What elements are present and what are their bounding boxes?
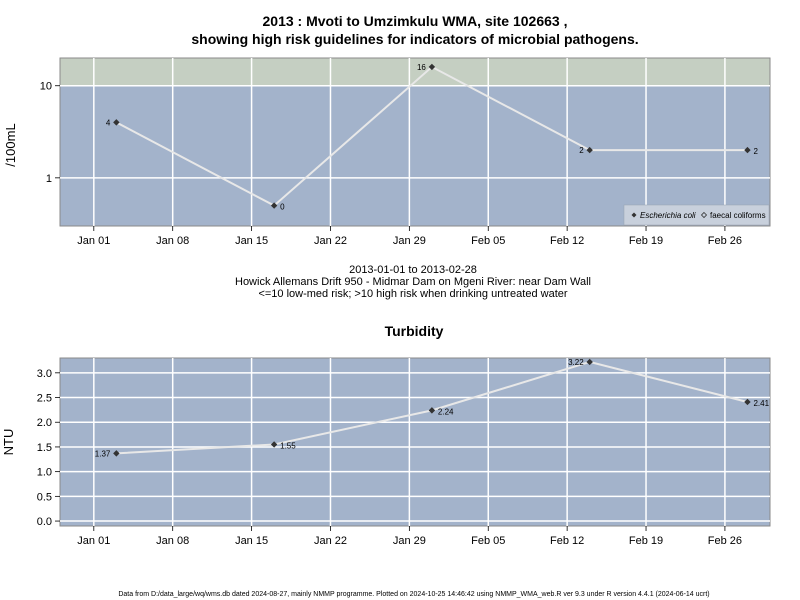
- x-tick-label: Feb 12: [550, 235, 584, 247]
- x-tick-label: Feb 12: [550, 535, 584, 547]
- data-label: 1.55: [280, 441, 296, 450]
- y-tick-label: 0.5: [37, 491, 52, 503]
- data-label: 2.41: [753, 399, 769, 408]
- x-tick-label: Jan 01: [77, 535, 110, 547]
- chart2-title: Turbidity: [385, 323, 444, 339]
- y-tick-label: 1.5: [37, 442, 52, 454]
- data-point: [586, 358, 593, 366]
- x-tick-label: Feb 05: [471, 235, 505, 247]
- data-point: [586, 146, 593, 154]
- data-label: 4: [106, 118, 111, 127]
- chart2-x-axis: Jan 01 Jan 08 Jan 15 Jan 22 Jan 29 Feb 05 Feb …: [77, 526, 742, 547]
- x-tick-label: Jan 22: [314, 535, 347, 547]
- y-tick-label: 1.0: [37, 467, 52, 479]
- chart1-title-line2: showing high risk guidelines for indicat…: [191, 31, 638, 47]
- legend-open-diamond-icon: [700, 211, 708, 219]
- x-tick-label: Feb 05: [471, 535, 505, 547]
- chart2-plot: Jan 01 Jan 08 Jan 15 Jan 22 Jan 29 Feb 05 Feb …: [1, 357, 771, 547]
- x-tick-label: Feb 26: [708, 235, 742, 247]
- chart1-legend: Escherichia coli faecal coliforms: [623, 204, 770, 226]
- chart1-title-line1: 2013 : Mvoti to Umzimkulu WMA, site 1026…: [263, 13, 568, 29]
- data-label: 2: [753, 147, 758, 156]
- x-tick-label: Jan 22: [314, 235, 347, 247]
- chart2-panel: [59, 357, 771, 527]
- chart1-y-axis: 1 10: [40, 81, 60, 185]
- data-point: [113, 450, 120, 457]
- chart2-series: 1.37 1.55 2.24 3.22 2.41: [95, 358, 770, 458]
- data-label: 16: [417, 63, 426, 72]
- data-label: 1.37: [95, 449, 111, 458]
- legend-label-faecal-coliforms: faecal coliforms: [710, 211, 766, 220]
- data-label: 0: [280, 203, 285, 212]
- chart1-plot: Jan 01 Jan 08 Jan 15 Jan 22 Jan 29 Feb 05 Feb …: [3, 57, 771, 247]
- chart2-grid: [60, 358, 770, 526]
- x-tick-label: Jan 15: [235, 235, 268, 247]
- x-tick-label: Jan 15: [235, 535, 268, 547]
- y-tick-label: 1: [46, 173, 52, 185]
- y-tick-label: 3.0: [37, 368, 52, 380]
- data-label: 2: [579, 146, 584, 155]
- data-point: [270, 441, 278, 448]
- caption-risk-note: <=10 low-med risk; >10 high risk when dr…: [258, 288, 567, 300]
- x-tick-label: Feb 26: [708, 535, 742, 547]
- y-tick-label: 2.5: [37, 393, 52, 405]
- chart2-y-axis: 0.0 0.5 1.0 1.5 2.0 2.5 3.0: [37, 368, 60, 528]
- y-tick-label: 0.0: [37, 516, 52, 528]
- y-tick-label: 10: [40, 81, 52, 93]
- data-point: [744, 398, 751, 406]
- x-tick-label: Feb 19: [629, 535, 663, 547]
- data-label: 3.22: [568, 358, 584, 367]
- x-tick-label: Jan 29: [393, 235, 426, 247]
- data-label: 2.24: [438, 407, 454, 416]
- data-point: [113, 119, 120, 126]
- data-point: [744, 146, 751, 154]
- x-tick-label: Jan 08: [156, 235, 189, 247]
- chart1-x-axis: Jan 01 Jan 08 Jan 15 Jan 22 Jan 29 Feb 05 Feb …: [77, 226, 742, 247]
- chart1-grid: [60, 58, 770, 226]
- data-point: [428, 407, 436, 414]
- x-tick-label: Feb 19: [629, 235, 663, 247]
- chart2-y-axis-title: NTU: [1, 429, 16, 456]
- data-point: [428, 63, 436, 71]
- x-tick-label: Jan 08: [156, 535, 189, 547]
- caption-site: Howick Allemans Drift 950 - Midmar Dam o…: [235, 276, 591, 288]
- x-tick-label: Jan 01: [77, 235, 110, 247]
- footnote: Data from D:/data_large/wq/wms.db dated …: [118, 591, 709, 598]
- chart1-series: 4 0 16 2 2: [106, 63, 759, 212]
- caption-date-range: 2013-01-01 to 2013-02-28: [349, 264, 477, 276]
- chart1-y-axis-title: /100mL: [3, 123, 18, 166]
- y-tick-label: 2.0: [37, 417, 52, 429]
- data-point: [270, 202, 278, 209]
- legend-box: [623, 204, 770, 226]
- legend-filled-diamond-icon: [631, 212, 637, 218]
- legend-label-e-coli: Escherichia coli: [640, 211, 696, 220]
- x-tick-label: Jan 29: [393, 535, 426, 547]
